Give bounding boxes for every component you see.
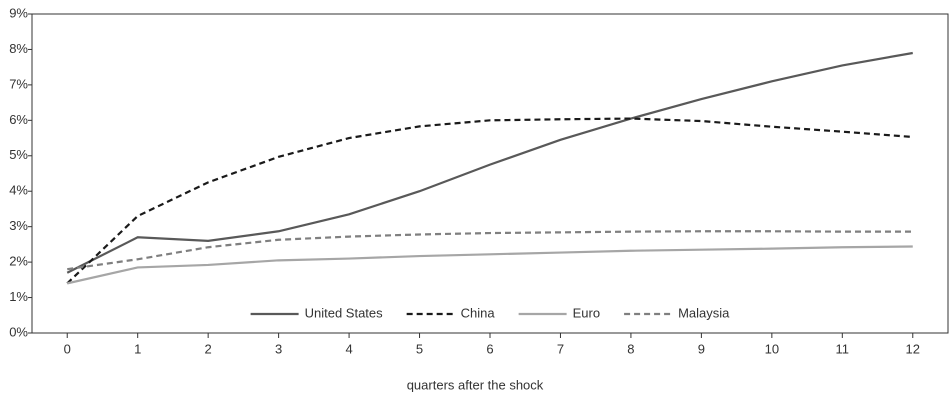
y-tick-label: 3% [9,218,28,233]
plot-frame [31,13,949,334]
y-tick-label: 5% [9,147,28,162]
series-line [66,117,913,285]
y-tick-label: 8% [9,41,28,56]
x-tick-label: 5 [416,341,423,356]
y-tick-label: 6% [9,112,28,127]
x-tick-label: 9 [698,341,705,356]
y-tick-label: 0% [9,324,28,339]
series-line [67,230,913,271]
y-tick-label: 2% [9,254,28,269]
x-tick-label: 11 [836,341,850,356]
y-tick-label: 1% [9,289,28,304]
x-tick-label: 4 [345,341,352,356]
x-tick-label: 7 [557,341,564,356]
y-tick-label: 9% [9,5,28,20]
legend-label: Euro [573,305,600,320]
series-line [66,245,913,285]
x-tick-label: 10 [765,341,779,356]
legend-label: China [461,305,496,320]
legend-label: Malaysia [678,305,730,320]
x-tick-label: 0 [64,341,71,356]
x-tick-label: 8 [627,341,634,356]
y-tick-label: 7% [9,76,28,91]
x-tick-label: 12 [906,341,920,356]
x-axis-label: quarters after the shock [407,377,544,392]
x-tick-label: 3 [275,341,282,356]
series-line [66,51,913,274]
x-tick-label: 1 [134,341,141,356]
y-tick-label: 4% [9,183,28,198]
legend-label: United States [305,305,384,320]
x-tick-label: 6 [486,341,493,356]
x-tick-label: 2 [205,341,212,356]
